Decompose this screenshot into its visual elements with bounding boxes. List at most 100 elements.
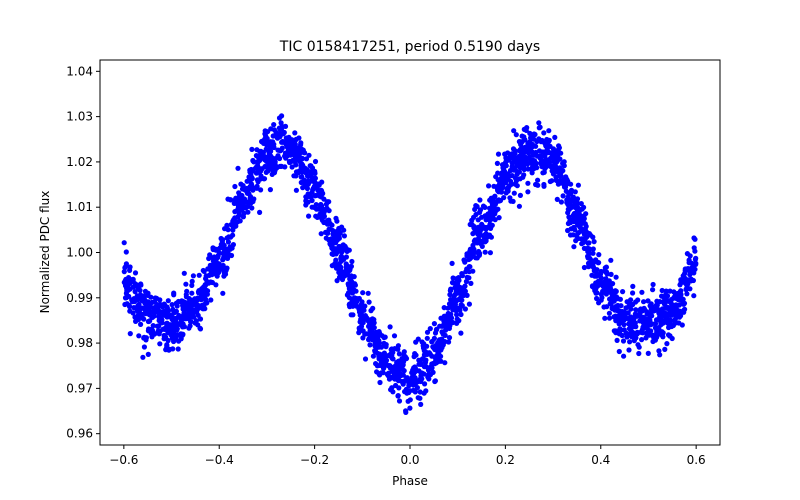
data-point bbox=[595, 260, 601, 266]
data-point bbox=[259, 139, 265, 145]
data-point bbox=[356, 330, 362, 336]
data-point bbox=[349, 282, 355, 288]
data-point bbox=[168, 332, 174, 338]
x-tick-label: −0.2 bbox=[300, 453, 329, 467]
data-point bbox=[386, 370, 392, 376]
data-point bbox=[257, 209, 263, 215]
data-point bbox=[231, 217, 237, 223]
data-point bbox=[557, 180, 563, 186]
data-point bbox=[693, 260, 699, 266]
data-point bbox=[528, 142, 534, 148]
data-point bbox=[334, 249, 341, 255]
data-point bbox=[323, 201, 329, 207]
data-point bbox=[175, 332, 181, 338]
data-point bbox=[247, 194, 254, 200]
data-point bbox=[238, 199, 245, 205]
data-point bbox=[618, 317, 625, 323]
data-point bbox=[514, 155, 520, 161]
data-point bbox=[486, 183, 492, 189]
data-point bbox=[668, 317, 674, 323]
data-point bbox=[374, 369, 380, 375]
data-point bbox=[371, 317, 377, 323]
data-point bbox=[427, 351, 433, 357]
data-point bbox=[541, 130, 547, 136]
data-point bbox=[380, 370, 386, 376]
data-point bbox=[423, 388, 429, 394]
data-point bbox=[366, 337, 372, 343]
data-point bbox=[518, 152, 525, 158]
data-point bbox=[667, 312, 673, 318]
data-point bbox=[478, 238, 484, 244]
data-point bbox=[136, 333, 142, 339]
data-point bbox=[412, 364, 418, 370]
data-point bbox=[279, 125, 285, 132]
data-point bbox=[487, 197, 493, 203]
data-point bbox=[309, 204, 315, 210]
data-point bbox=[614, 337, 620, 343]
data-point bbox=[404, 376, 410, 382]
data-point bbox=[448, 315, 455, 321]
data-point bbox=[525, 189, 531, 195]
y-tick-label: 0.97 bbox=[66, 381, 93, 395]
data-point bbox=[292, 130, 298, 136]
data-point bbox=[157, 297, 163, 303]
data-point bbox=[643, 335, 649, 341]
data-point bbox=[424, 335, 430, 341]
data-point bbox=[220, 241, 226, 247]
data-point bbox=[175, 298, 182, 305]
data-point bbox=[178, 336, 184, 342]
data-point bbox=[232, 197, 238, 203]
data-point bbox=[254, 185, 260, 191]
data-point bbox=[396, 398, 403, 404]
data-point bbox=[150, 329, 156, 336]
data-point bbox=[446, 335, 453, 341]
data-point bbox=[628, 325, 635, 331]
data-point bbox=[321, 219, 327, 226]
data-point bbox=[566, 206, 573, 212]
data-point bbox=[521, 172, 527, 178]
data-point bbox=[626, 347, 632, 353]
data-point bbox=[445, 311, 451, 317]
data-point bbox=[412, 389, 418, 395]
data-point bbox=[496, 198, 502, 204]
data-point bbox=[583, 211, 589, 217]
data-point bbox=[141, 344, 147, 350]
data-point bbox=[667, 288, 673, 294]
data-point bbox=[381, 362, 387, 368]
data-point bbox=[154, 323, 160, 329]
data-point bbox=[509, 160, 515, 166]
data-point bbox=[336, 267, 342, 273]
data-point bbox=[339, 276, 346, 283]
data-point bbox=[369, 332, 375, 338]
data-point bbox=[250, 167, 256, 173]
data-point bbox=[236, 190, 242, 196]
data-point bbox=[470, 268, 476, 274]
data-point bbox=[585, 253, 591, 259]
data-point bbox=[344, 292, 350, 298]
data-point bbox=[533, 143, 539, 149]
data-point bbox=[442, 360, 448, 366]
data-point bbox=[235, 205, 241, 211]
data-point bbox=[673, 320, 679, 326]
data-point bbox=[194, 307, 200, 313]
data-point bbox=[391, 333, 398, 339]
data-point bbox=[420, 343, 426, 349]
data-point bbox=[527, 130, 533, 136]
data-point bbox=[466, 264, 472, 270]
data-point bbox=[325, 230, 331, 236]
data-point bbox=[685, 281, 691, 287]
data-point bbox=[529, 165, 535, 171]
data-point bbox=[541, 181, 547, 188]
data-point bbox=[511, 166, 518, 172]
data-point bbox=[395, 343, 401, 349]
data-point bbox=[475, 231, 481, 237]
data-point bbox=[608, 287, 614, 293]
data-point bbox=[608, 257, 614, 263]
data-point bbox=[443, 316, 449, 322]
data-point bbox=[140, 354, 146, 360]
data-point bbox=[568, 181, 574, 187]
data-point bbox=[629, 332, 636, 338]
data-point bbox=[573, 238, 579, 244]
data-point bbox=[138, 321, 144, 327]
data-point bbox=[556, 143, 562, 149]
